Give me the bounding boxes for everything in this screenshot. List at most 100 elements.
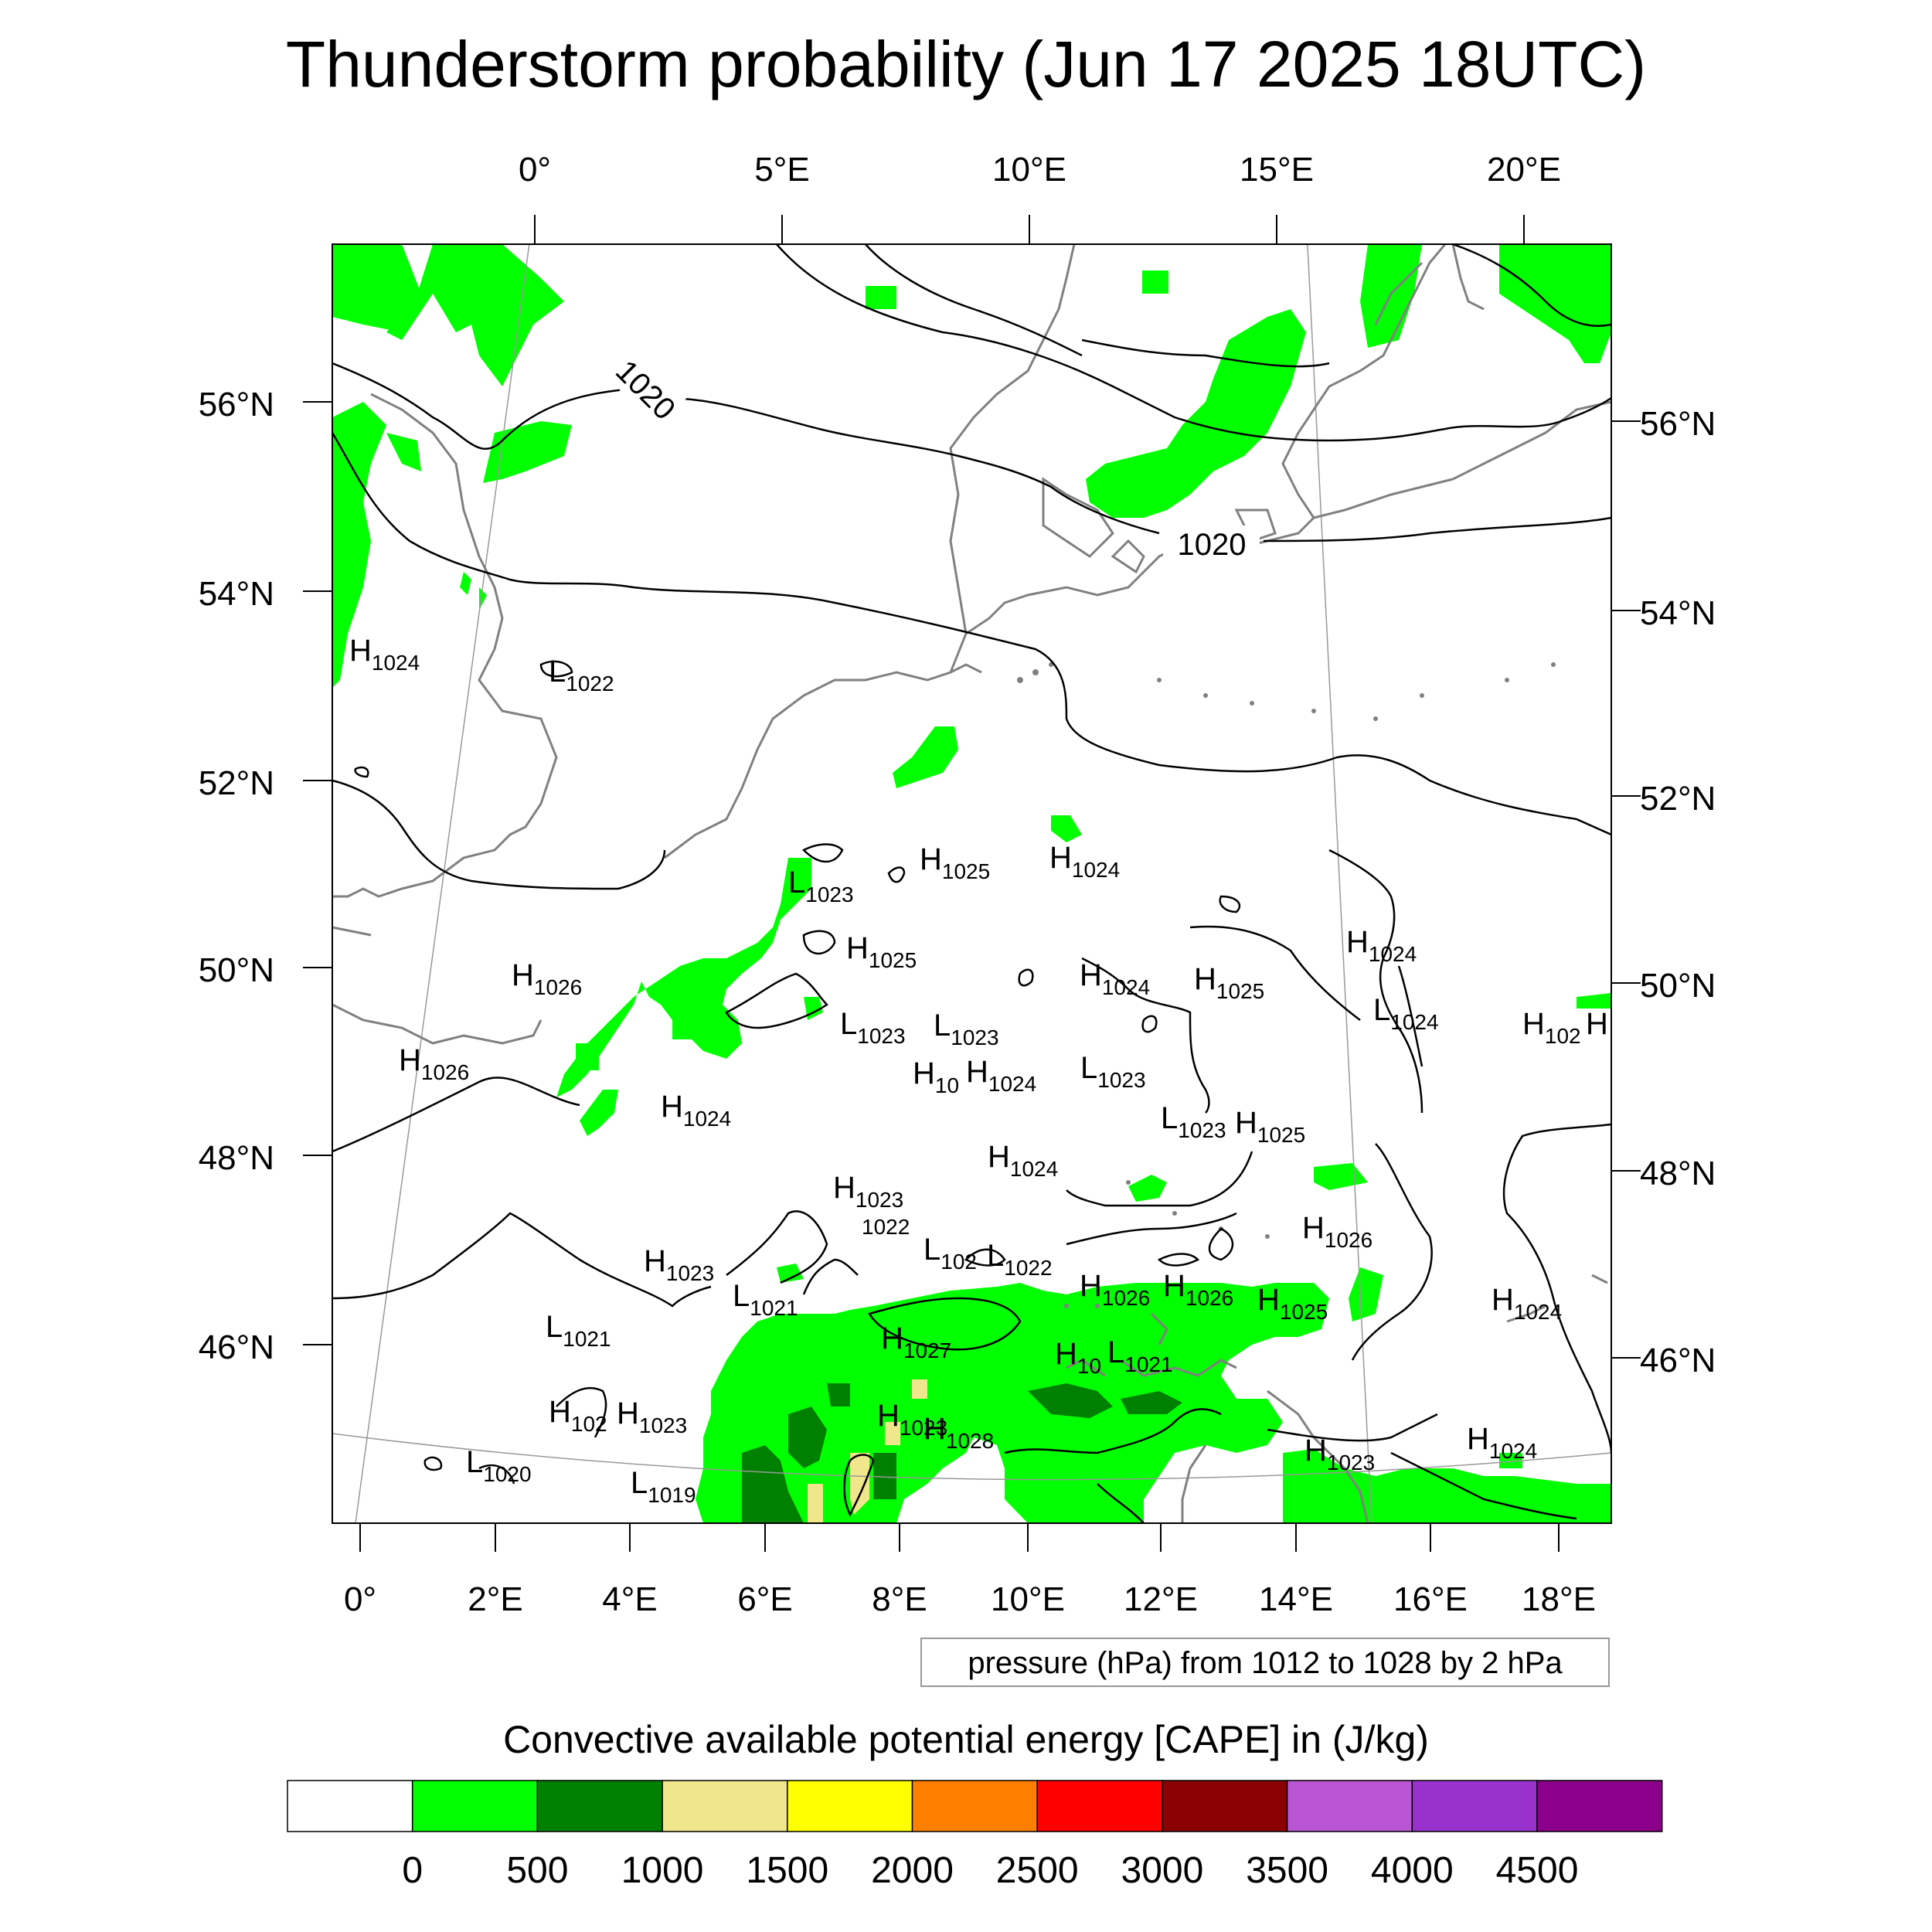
colorbar-tick-label: 1500 <box>746 1850 828 1891</box>
top-lon-label: 15°E <box>1240 151 1314 189</box>
low-pressure-label: L1024 <box>1373 993 1439 1034</box>
low-pressure-label: L1023 <box>934 1009 999 1049</box>
right-lat-label: 52°N <box>1640 780 1716 818</box>
colorbar-swatch <box>662 1780 788 1832</box>
high-pressure-label: H1024 <box>1080 958 1150 999</box>
right-lat-label: 46°N <box>1640 1342 1716 1379</box>
contour-info-text: pressure (hPa) from 1012 to 1028 by 2 hP… <box>968 1646 1563 1680</box>
colorbar-tick-label: 3000 <box>1121 1850 1204 1891</box>
bottom-lon-label: 10°E <box>991 1580 1065 1618</box>
high-pressure-label: H <box>1586 1007 1608 1041</box>
colorbar-tick-label: 3500 <box>1246 1850 1328 1891</box>
high-pressure-label: H10 <box>913 1056 959 1097</box>
high-pressure-label: H1024 <box>1049 841 1120 882</box>
contour-info-box <box>920 1638 1610 1687</box>
right-axis: 56°N 54°N 52°N 50°N 48°N 46°N <box>1611 405 1716 1379</box>
high-pressure-label: H1028 <box>923 1412 994 1453</box>
low-pressure-label: L1021 <box>733 1279 798 1320</box>
colorbar-swatch <box>1411 1780 1538 1832</box>
cape-shading-dark <box>742 1383 1182 1523</box>
plot-frame <box>332 243 1612 1524</box>
isobar-label: 1020 <box>1178 528 1247 562</box>
low-pressure-label: L1019 <box>631 1466 696 1507</box>
pressure-label: 1022 <box>862 1215 910 1239</box>
top-lon-label: 0° <box>519 151 551 189</box>
right-lat-label: 56°N <box>1640 405 1716 443</box>
colorbar-title: Convective available potential energy [C… <box>503 1718 1429 1761</box>
high-pressure-label: H1026 <box>512 958 582 999</box>
high-pressure-label: H1024 <box>661 1090 731 1131</box>
colorbar-swatch <box>536 1780 663 1832</box>
colorbar-swatch <box>1036 1780 1163 1832</box>
low-pressure-label: L1020 <box>466 1445 532 1486</box>
colorbar: 0 500 1000 1500 2000 2500 3000 3500 4000 4500 <box>287 1780 1663 1891</box>
high-pressure-label: H1026 <box>399 1043 469 1084</box>
top-axis: 0° 5°E 10°E 15°E 20°E <box>519 151 1561 244</box>
high-pressure-label: H102 <box>1522 1007 1581 1048</box>
top-lon-label: 20°E <box>1487 151 1561 189</box>
bottom-lon-label: 0° <box>344 1580 376 1618</box>
colorbar-swatch <box>1536 1780 1663 1832</box>
bottom-lon-label: 14°E <box>1259 1580 1333 1618</box>
bottom-lon-label: 6°E <box>737 1580 792 1618</box>
right-lat-label: 54°N <box>1640 594 1716 632</box>
colorbar-tick-label: 1000 <box>621 1850 704 1891</box>
colorbar-swatch <box>1286 1780 1413 1832</box>
high-pressure-label: H1024 <box>966 1055 1036 1096</box>
high-pressure-label: H1023 <box>877 1399 947 1440</box>
low-pressure-label: L1023 <box>840 1007 906 1048</box>
right-lat-label: 50°N <box>1640 967 1716 1005</box>
cape-shading-khaki <box>808 1379 927 1523</box>
left-lat-label: 48°N <box>199 1139 274 1177</box>
isobar-labels: 1020 1020 <box>607 345 1260 564</box>
bottom-lon-label: 16°E <box>1393 1580 1468 1618</box>
colorbar-tick-label: 4500 <box>1496 1850 1579 1891</box>
low-pressure-label: L1023 <box>788 866 854 906</box>
bottom-lon-label: 12°E <box>1124 1580 1198 1618</box>
low-pressure-label: L1023 <box>1161 1101 1226 1142</box>
left-lat-label: 54°N <box>199 575 274 613</box>
colorbar-swatch <box>411 1780 539 1832</box>
high-pressure-label: H1026 <box>1080 1269 1150 1310</box>
high-pressure-label: H1023 <box>617 1396 687 1437</box>
low-pressure-label: L1022 <box>987 1239 1053 1280</box>
high-pressure-label: H1025 <box>1235 1106 1305 1147</box>
high-pressure-label: H1026 <box>1163 1269 1233 1310</box>
colorbar-swatch <box>287 1780 413 1832</box>
high-pressure-label: H1023 <box>1304 1434 1375 1475</box>
high-pressure-label: H10 <box>1055 1337 1101 1378</box>
high-pressure-label: H1024 <box>1467 1422 1537 1463</box>
high-pressure-label: H102 <box>549 1395 607 1436</box>
bottom-lon-label: 8°E <box>872 1580 927 1618</box>
high-pressure-label: H1024 <box>988 1140 1058 1181</box>
colorbar-tick-label: 4000 <box>1371 1850 1454 1891</box>
high-pressure-label: H1023 <box>833 1171 903 1212</box>
page-title: Thunderstorm probability (Jun 17 2025 18… <box>286 28 1646 100</box>
bottom-lon-label: 4°E <box>602 1580 657 1618</box>
left-lat-label: 46°N <box>199 1328 274 1366</box>
low-pressure-label: L1022 <box>549 655 614 696</box>
low-pressure-label: L1023 <box>1080 1051 1146 1092</box>
bottom-lon-label: 2°E <box>468 1580 522 1618</box>
low-pressure-label: L1021 <box>1107 1335 1173 1376</box>
colorbar-tick-label: 2500 <box>996 1850 1079 1891</box>
high-pressure-label: H1025 <box>1257 1283 1328 1324</box>
colorbar-tick-label: 2000 <box>871 1850 954 1891</box>
high-pressure-label: H1025 <box>846 931 917 972</box>
high-pressure-label: H1024 <box>1346 925 1417 966</box>
isobars <box>332 244 1611 1523</box>
graticule <box>332 244 1611 1523</box>
high-pressure-label: H1025 <box>1194 962 1264 1003</box>
colorbar-swatch <box>911 1780 1038 1832</box>
bottom-lon-label: 18°E <box>1522 1580 1596 1618</box>
left-axis: 56°N 54°N 52°N 50°N 48°N 46°N <box>199 386 332 1366</box>
colorbar-tick-label: 500 <box>506 1850 568 1891</box>
high-pressure-label: H1024 <box>349 634 420 675</box>
colorbar-swatch <box>787 1780 913 1832</box>
left-lat-label: 52°N <box>199 764 274 802</box>
high-pressure-label: H1023 <box>644 1244 714 1285</box>
high-pressure-label: H1027 <box>881 1321 951 1362</box>
